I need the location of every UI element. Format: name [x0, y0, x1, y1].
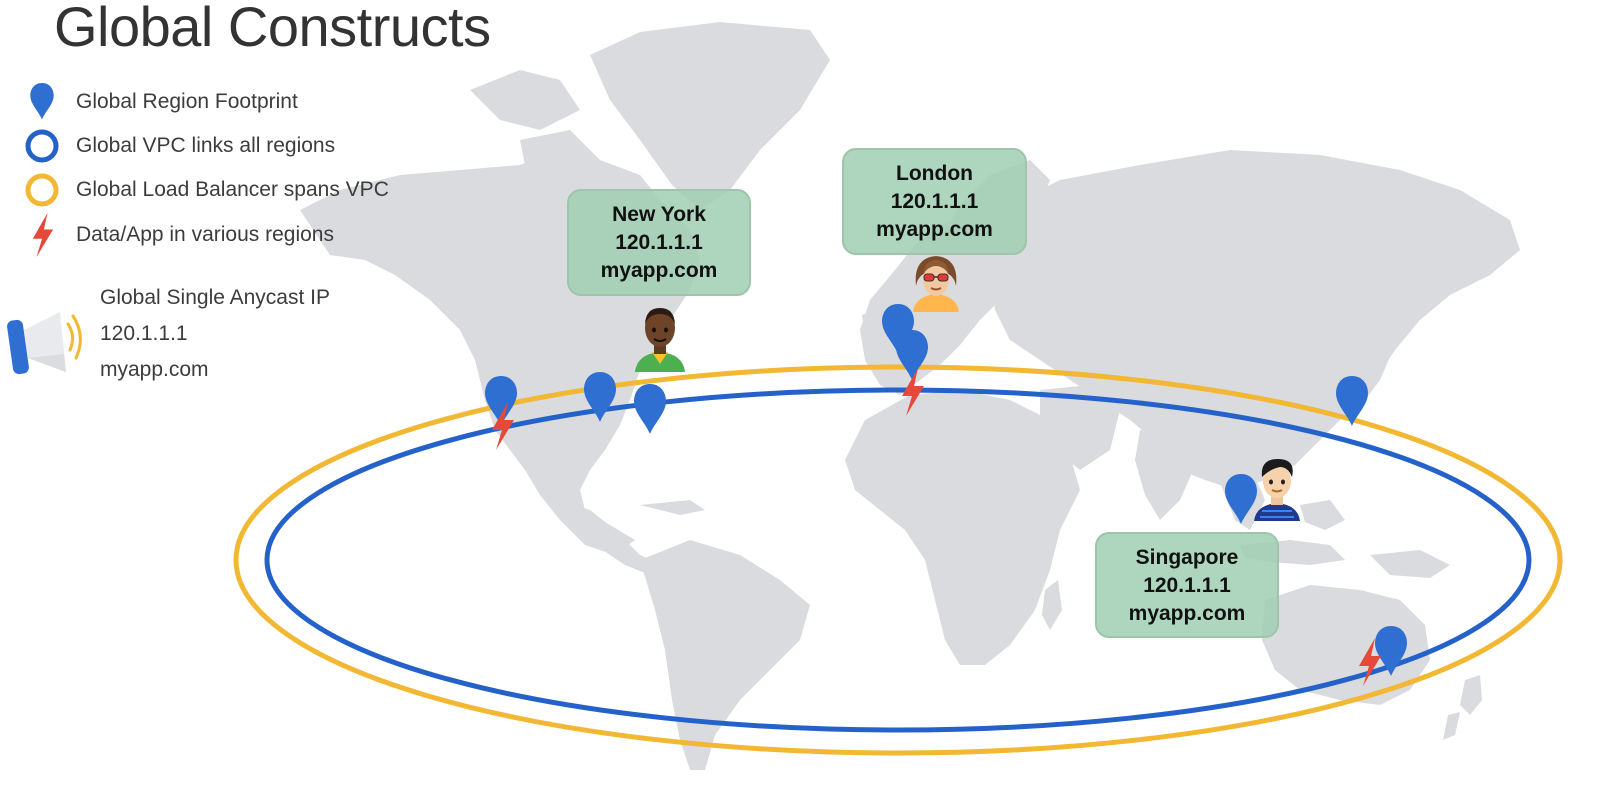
anycast-ip: 120.1.1.1: [100, 322, 188, 345]
callout-domain: myapp.com: [876, 218, 993, 241]
callout-city: Singapore: [1135, 546, 1239, 569]
greenland-shape: [590, 22, 830, 210]
callout-city: London: [896, 162, 973, 185]
legend-item-global-vpc: Global VPC links all regions: [22, 126, 335, 166]
callout-ip: 120.1.1.1: [890, 190, 979, 213]
arctic-islands-shape: [470, 70, 600, 175]
callout-domain: myapp.com: [1128, 602, 1246, 625]
callout-domain: myapp.com: [600, 259, 718, 282]
asia-shape: [990, 150, 1520, 490]
user-avatar-london: [913, 256, 959, 312]
user-avatar-singapore: [1254, 459, 1300, 521]
page-title: Global Constructs: [54, 0, 491, 58]
yellow-ring-icon: [22, 170, 62, 210]
new-zealand-shape: [1443, 675, 1482, 740]
lightning-bolt-icon: [22, 212, 62, 258]
legend-label: Data/App in various regions: [76, 223, 334, 246]
global-load-balancer-ring: [233, 364, 1563, 756]
megaphone-icon: [4, 302, 84, 383]
callout-ip: 120.1.1.1: [1143, 574, 1231, 597]
global-vpc-ring: [264, 387, 1532, 733]
user-avatar-new-york: [635, 308, 685, 372]
legend-item-region-footprint: Global Region Footprint: [22, 82, 298, 122]
legend-item-load-balancer: Global Load Balancer spans VPC: [22, 170, 389, 210]
map-pin-icon: [22, 82, 62, 122]
callout-ip: 120.1.1.1: [615, 231, 703, 254]
callout-new-york: New York 120.1.1.1 myapp.com: [567, 189, 751, 296]
new-guinea-shape: [1370, 550, 1450, 578]
legend-label: Global Load Balancer spans VPC: [76, 178, 389, 201]
middle-east-shape: [1040, 385, 1200, 520]
central-america-shape: [560, 500, 705, 575]
legend-label: Global Region Footprint: [76, 90, 298, 113]
pin-us-east: [634, 384, 666, 434]
legend-label: Global VPC links all regions: [76, 134, 336, 157]
madagascar-shape: [1042, 580, 1062, 630]
anycast-domain: myapp.com: [100, 358, 209, 381]
callout-city: New York: [612, 203, 706, 226]
japan-shape: [1355, 320, 1395, 400]
south-america-shape: [640, 540, 810, 770]
blue-ring-icon: [22, 126, 62, 166]
australia-shape: [1262, 585, 1430, 705]
anycast-info: Global Single Anycast IP 120.1.1.1 myapp…: [100, 280, 330, 388]
africa-shape: [845, 390, 1080, 665]
legend-item-data-app: Data/App in various regions: [22, 212, 334, 258]
callout-london: London 120.1.1.1 myapp.com: [842, 148, 1027, 255]
callout-singapore: Singapore 120.1.1.1 myapp.com: [1095, 532, 1279, 638]
anycast-label: Global Single Anycast IP: [100, 286, 330, 309]
